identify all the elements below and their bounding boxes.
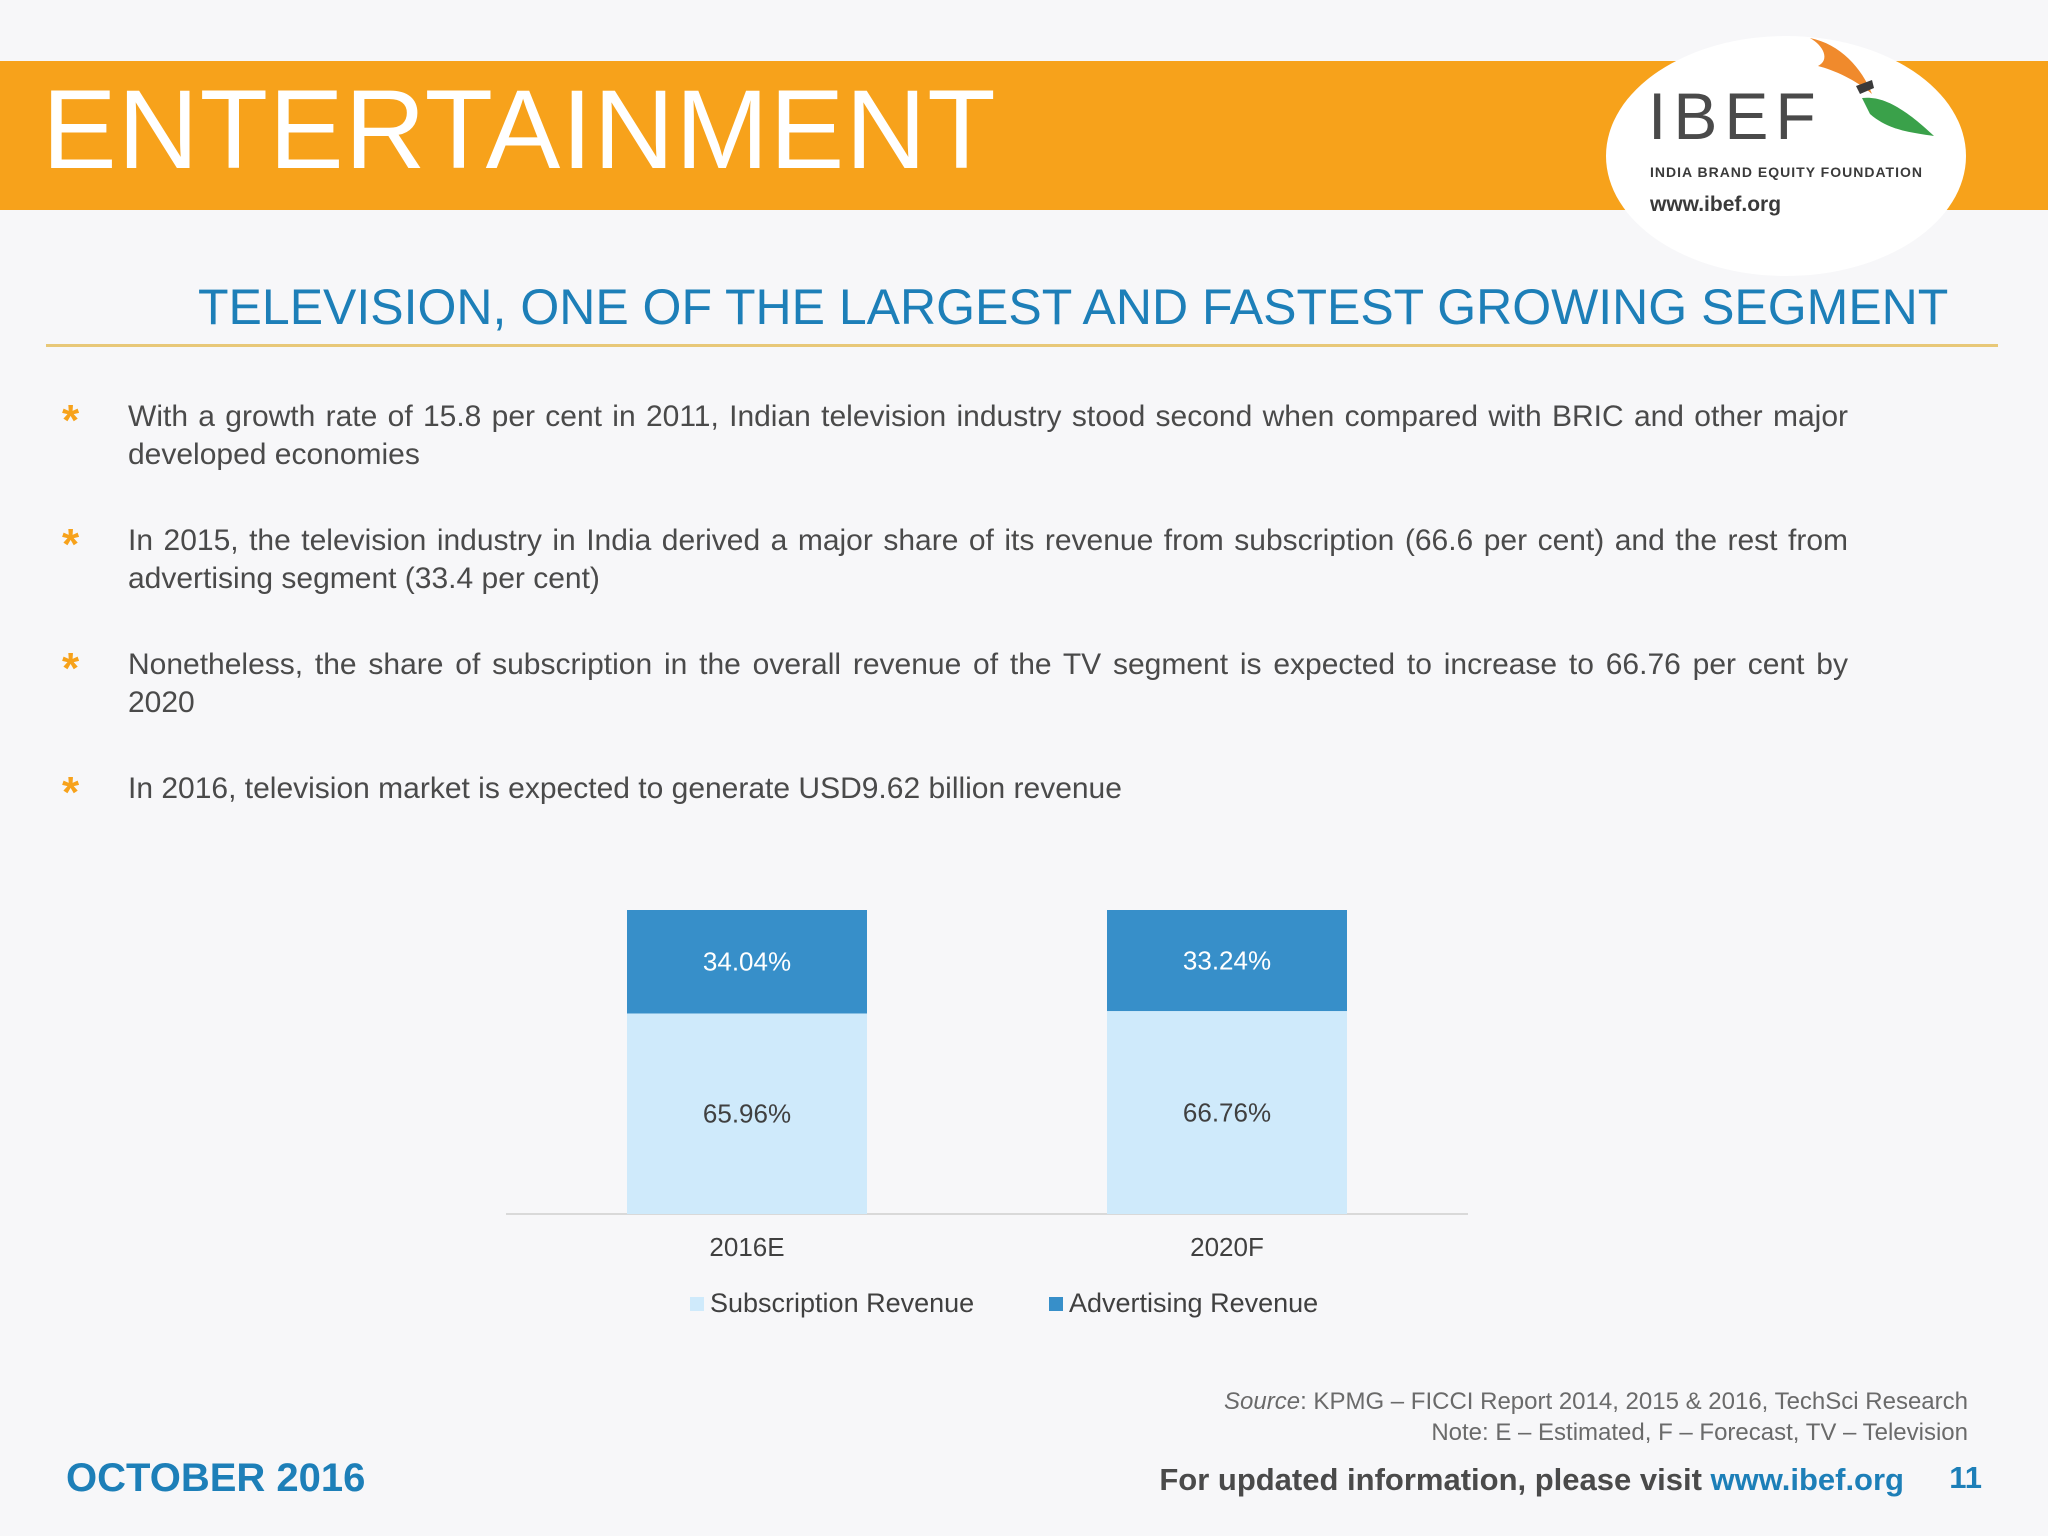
footer-date: OCTOBER 2016 [66, 1456, 366, 1500]
section-title: TELEVISION, ONE OF THE LARGEST AND FASTE… [198, 279, 1949, 335]
title-divider [46, 344, 1998, 347]
bullet-item: * Nonetheless, the share of subscription… [62, 644, 1848, 722]
data-label: 66.76% [1183, 1098, 1271, 1128]
source-note: Source: KPMG – FICCI Report 2014, 2015 &… [1224, 1386, 1968, 1448]
logo-subtitle: INDIA BRAND EQUITY FOUNDATION [1650, 164, 1923, 180]
ibef-logo[interactable] [1606, 36, 1966, 276]
visit-link[interactable]: www.ibef.org [1710, 1462, 1904, 1497]
visit-text: For updated information, please visit [1159, 1462, 1711, 1497]
asterisk-bullet-icon: * [62, 644, 80, 693]
bullet-item: * With a growth rate of 15.8 per cent in… [62, 396, 1848, 474]
x-tick-label: 2020F [1190, 1232, 1264, 1262]
bird-logo-icon [1810, 38, 1934, 136]
advertising-swatch [1049, 1297, 1063, 1311]
x-tick-label: 2016E [709, 1232, 784, 1262]
bullet-item: * In 2016, television market is expected… [62, 768, 1848, 817]
source-label: Source [1224, 1388, 1301, 1415]
asterisk-bullet-icon: * [62, 768, 80, 817]
bullet-text: In 2016, television market is expected t… [128, 772, 1122, 805]
page-title: ENTERTAINMENT [42, 67, 997, 192]
note-text: Note: E – Estimated, F – Forecast, TV – … [1431, 1419, 1968, 1446]
data-label: 34.04% [703, 947, 791, 977]
data-label: 33.24% [1183, 946, 1271, 976]
subscription-swatch [690, 1297, 704, 1311]
bullet-text: Nonetheless, the share of subscription i… [128, 648, 1848, 719]
page-number: 11 [1949, 1460, 1982, 1495]
legend-label: Subscription Revenue [710, 1288, 975, 1318]
legend-item-advertising: Advertising Revenue [1049, 1287, 1318, 1319]
asterisk-bullet-icon: * [62, 520, 80, 569]
bar-segment-subscription [1107, 1011, 1347, 1214]
legend-item-subscription: Subscription Revenue [690, 1287, 974, 1319]
bar-segment-subscription [627, 1013, 867, 1214]
bar-segment-advertising [1107, 910, 1347, 1012]
legend-label: Advertising Revenue [1069, 1288, 1319, 1318]
bar-segment-advertising [627, 910, 867, 1014]
bullet-text: With a growth rate of 15.8 per cent in 2… [128, 400, 1848, 471]
logo-wordmark: IBEF [1648, 79, 1823, 153]
footer-visit: For updated information, please visit ww… [1159, 1462, 1904, 1498]
data-label: 65.96% [703, 1099, 791, 1129]
bullet-text: In 2015, the television industry in Indi… [128, 524, 1848, 595]
asterisk-bullet-icon: * [62, 396, 80, 445]
source-text: : KPMG – FICCI Report 2014, 2015 & 2016,… [1300, 1388, 1968, 1415]
logo-url[interactable]: www.ibef.org [1650, 193, 1782, 216]
bullet-item: * In 2015, the television industry in In… [62, 520, 1848, 598]
